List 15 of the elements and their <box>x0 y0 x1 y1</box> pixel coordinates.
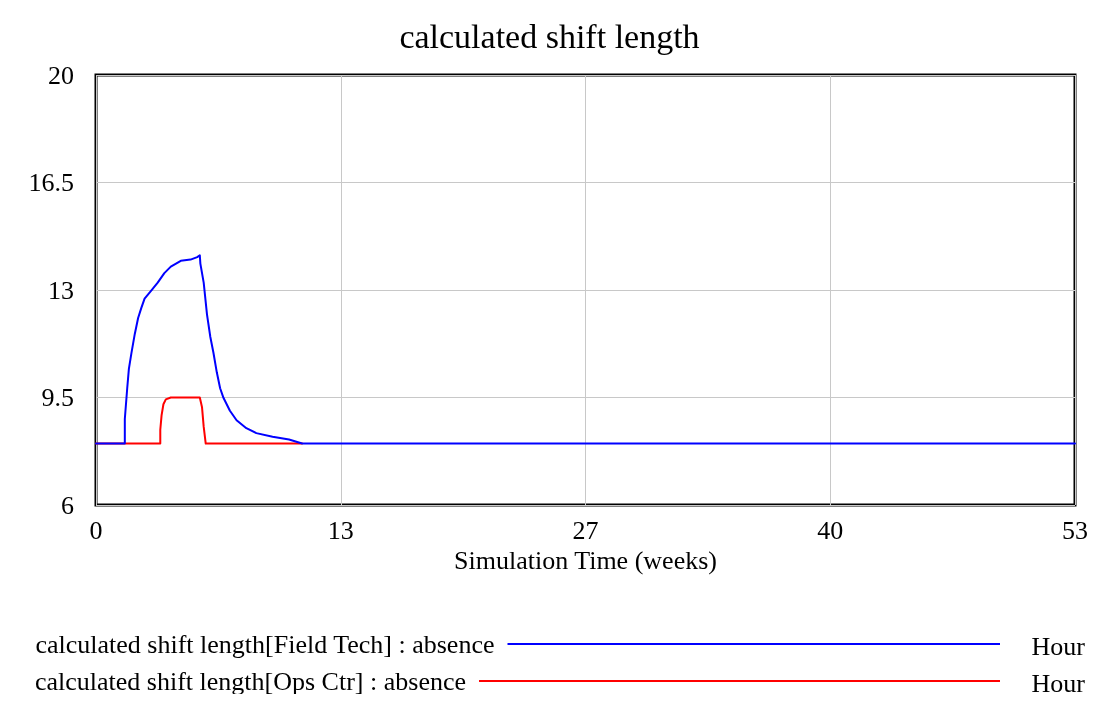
text: Hour <box>1031 631 1086 661</box>
x-tick-label: 13 <box>327 515 354 545</box>
y-tick-label: 6 <box>61 490 74 520</box>
x-tick-label: 27 <box>572 515 599 545</box>
text: Hour <box>1031 668 1086 698</box>
y-tick-label: 20 <box>48 60 74 90</box>
chart-title: calculated shift length <box>399 17 700 55</box>
legend-label: calculated shift length[Field Tech] : absence <box>35 629 495 659</box>
y-tick-label: 13 <box>48 275 74 305</box>
x-tick-label: 40 <box>817 515 844 545</box>
x-tick-label: 0 <box>89 515 103 545</box>
y-tick-label: 9.5 <box>41 383 74 412</box>
y-tick-label: 16.5 <box>28 168 74 197</box>
x-tick-label: 53 <box>1062 515 1088 545</box>
x-axis-title: Simulation Time (weeks) <box>454 546 717 576</box>
